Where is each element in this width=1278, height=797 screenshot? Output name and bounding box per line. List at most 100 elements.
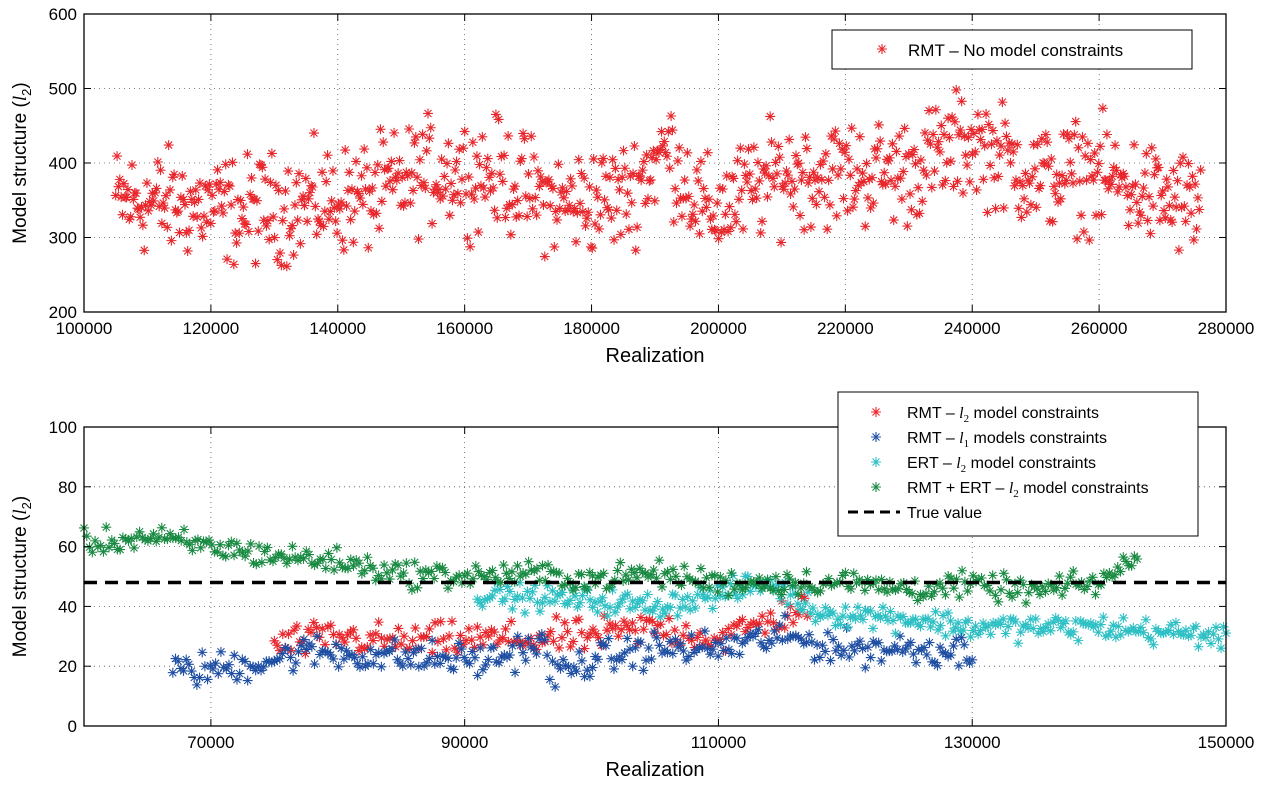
data-point (865, 605, 876, 616)
data-point (137, 220, 148, 231)
y-tick-label: 200 (49, 303, 77, 322)
data-point (807, 193, 818, 204)
data-point (994, 150, 1005, 161)
data-point (1098, 612, 1109, 623)
data-point (1184, 182, 1195, 193)
data-point (573, 154, 584, 165)
data-point (1176, 202, 1187, 213)
data-point (659, 568, 670, 579)
data-point (955, 626, 966, 637)
data-point (779, 584, 790, 595)
data-point (453, 638, 464, 649)
data-point (729, 584, 740, 595)
data-point (187, 545, 198, 556)
data-point (799, 593, 810, 604)
data-point (754, 572, 765, 583)
data-point (825, 655, 836, 666)
data-point (427, 218, 438, 229)
data-point (985, 629, 996, 640)
data-point (698, 183, 709, 194)
data-point (354, 558, 365, 569)
data-point (143, 205, 154, 216)
data-point (1019, 193, 1030, 204)
data-point (1070, 116, 1081, 127)
data-point (962, 160, 973, 171)
data-point (1134, 206, 1145, 217)
data-point (815, 611, 826, 622)
data-point (509, 181, 520, 192)
data-point (472, 622, 483, 633)
data-point (104, 542, 115, 553)
data-point (287, 541, 298, 552)
data-point (1048, 181, 1059, 192)
data-point (542, 580, 553, 591)
data-point (1061, 175, 1072, 186)
data-point (312, 558, 323, 569)
data-point (504, 650, 515, 661)
data-point (1144, 191, 1155, 202)
data-point (545, 626, 556, 637)
data-point (159, 203, 170, 214)
data-point (1165, 619, 1176, 630)
data-point (464, 658, 475, 669)
data-point (777, 635, 788, 646)
data-point (801, 143, 812, 154)
data-point (642, 589, 653, 600)
y-tick-label: 20 (58, 657, 77, 676)
data-point (338, 244, 349, 255)
data-point (613, 174, 624, 185)
data-point (200, 181, 211, 192)
data-point (489, 205, 500, 216)
data-point (769, 625, 780, 636)
data-point (1081, 175, 1092, 186)
data-point (830, 126, 841, 137)
data-point (803, 177, 814, 188)
data-point (158, 197, 169, 208)
y-tick-label: 600 (49, 5, 77, 24)
data-point (285, 223, 296, 234)
data-point (540, 575, 551, 586)
data-point (933, 624, 944, 635)
data-point (742, 571, 753, 582)
data-point (216, 201, 227, 212)
data-point (445, 663, 456, 674)
data-point (1200, 632, 1211, 643)
data-point (686, 635, 697, 646)
data-point (751, 193, 762, 204)
data-point (1178, 629, 1189, 640)
data-point (310, 201, 321, 212)
data-point (814, 652, 825, 663)
x-tick-label: 180000 (563, 319, 620, 338)
data-point (503, 636, 514, 647)
data-point (1001, 574, 1012, 585)
data-point (285, 652, 296, 663)
data-point (469, 193, 480, 204)
data-point (1122, 190, 1133, 201)
data-point (563, 661, 574, 672)
data-point (1078, 226, 1089, 237)
data-point (301, 644, 312, 655)
data-point (799, 224, 810, 235)
data-point (181, 654, 192, 665)
data-point (292, 215, 303, 226)
data-point (1043, 161, 1054, 172)
data-point (412, 582, 423, 593)
data-point (936, 120, 947, 131)
data-point (630, 642, 641, 653)
data-point (720, 209, 731, 220)
data-point (381, 567, 392, 578)
data-point (1109, 569, 1120, 580)
data-point (465, 241, 476, 252)
data-point (606, 213, 617, 224)
data-point (547, 585, 558, 596)
y-axis-label-close: ) (10, 496, 31, 502)
data-point (284, 554, 295, 565)
data-point (325, 206, 336, 217)
data-point (1135, 622, 1146, 633)
data-point (951, 84, 962, 95)
data-point (1145, 228, 1156, 239)
data-point (1059, 583, 1070, 594)
x-axis-label: Realization (606, 759, 705, 781)
data-point (538, 199, 549, 210)
data-point (523, 168, 534, 179)
